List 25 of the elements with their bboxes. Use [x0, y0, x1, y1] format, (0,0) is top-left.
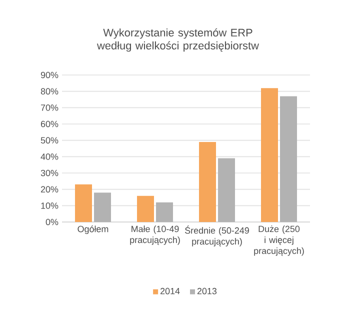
- x-tick-label: Ogółem: [78, 226, 108, 234]
- y-tick-label: 30%: [40, 170, 58, 176]
- x-tick-label: Średnie (50-249 pracujących): [185, 226, 249, 246]
- legend-label: 2013: [197, 288, 217, 294]
- chart-title: Wykorzystanie systemów ERP według wielkości przedsiębiorstw: [96, 28, 259, 52]
- y-tick-label: 20%: [40, 186, 58, 193]
- bar: [94, 192, 111, 222]
- x-tick-label: Duże (250 i więcej pracujących): [254, 226, 304, 256]
- bar: [156, 202, 173, 222]
- bar: [218, 158, 235, 222]
- y-tick-label: 50%: [40, 137, 58, 144]
- bar: [199, 142, 216, 222]
- legend-label: 2014: [160, 288, 180, 294]
- y-tick-label: 80%: [40, 88, 58, 95]
- bar: [280, 96, 297, 222]
- x-tick-label: Małe (10-49 pracujących): [130, 226, 180, 245]
- y-tick-label: 90%: [40, 72, 58, 78]
- y-tick-label: 70%: [40, 104, 58, 111]
- y-tick-label: 0%: [46, 218, 58, 226]
- bar: [75, 184, 92, 222]
- y-tick-label: 60%: [40, 120, 58, 128]
- y-tick-label: 40%: [40, 153, 58, 160]
- bar: [261, 88, 278, 222]
- y-tick-label: 10%: [41, 202, 58, 209]
- bar: [137, 196, 154, 222]
